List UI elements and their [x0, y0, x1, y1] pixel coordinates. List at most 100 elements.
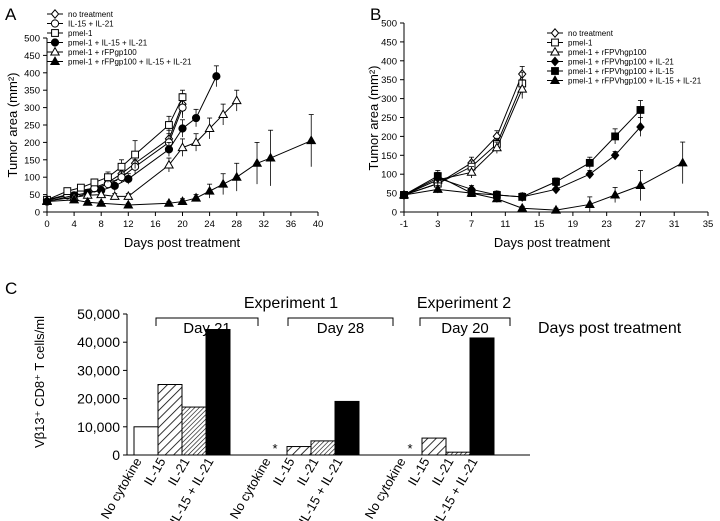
panel-a-data-point [76, 183, 85, 192]
panel-a-legend-marker [50, 38, 60, 47]
panel-a-y-tick-label: 100 [24, 173, 40, 184]
panel-a-data-point [164, 145, 174, 154]
panel-a-legend-marker [51, 29, 59, 37]
panel-b-data-point [517, 83, 528, 93]
panel-b-x-tick-label: 3 [435, 219, 440, 230]
panel-a-x-tick-label: 36 [286, 219, 297, 230]
panel-b-y-tick-label: 100 [381, 170, 397, 181]
panel-c-label: C [5, 279, 17, 298]
panel-a-legend-entry: pmel-1 + rFPgp100 + IL-15 + IL-21 [68, 58, 192, 67]
panel-b-data-point [584, 199, 595, 208]
panel-a-data-point [165, 121, 173, 129]
panel-a-data-point [306, 135, 317, 145]
panel-c-category-label: IL-15 [270, 455, 298, 488]
panel-c-category-label: No cytokine [362, 455, 409, 521]
panel-b-data-point [610, 189, 621, 199]
panel-b-data-point [585, 158, 594, 167]
panel-a-y-tick-label: 0 [35, 208, 40, 219]
panel-c-bar-marker: * [407, 441, 412, 456]
panel-a-data-point [90, 178, 99, 187]
panel-a-series-line [46, 76, 217, 203]
panel-c-bracket [419, 317, 511, 326]
panel-b-y-tick-label: 250 [381, 113, 397, 124]
panel-a-data-point [109, 190, 120, 200]
panel-a-data-point [163, 197, 175, 207]
panel-b-data-point [466, 166, 477, 176]
panel-b-data-point [491, 142, 502, 152]
panel-a-data-point [204, 185, 215, 195]
panel-c-bar [181, 406, 207, 456]
panel-c-bar [286, 446, 312, 456]
panel-a-data-point [123, 190, 134, 200]
panel-a-legend-entry: pmel-1 + rFPgp100 [68, 48, 137, 57]
panel-c-y-tick-label: 20,000 [77, 391, 120, 407]
panel-a-legend-entry: IL-15 + IL-21 [68, 20, 114, 29]
panel-b-y-tick-label: 0 [392, 208, 397, 219]
panel-b-x-tick-label: 35 [703, 219, 714, 230]
panel-a-data-point [177, 142, 188, 152]
panel-b-x-tick-label: 31 [669, 219, 680, 230]
panel-a-data-point [96, 189, 107, 199]
panel-a-y-tick-label: 450 [24, 51, 40, 62]
panel-b-x-axis-label: Days post treatment [494, 235, 611, 250]
panel-b-series-line [403, 83, 523, 196]
panel-a-data-point [123, 199, 134, 209]
panel-c-bar-marker: * [272, 441, 277, 456]
panel-b-data-point [585, 169, 595, 180]
panel-b-data-point [636, 121, 645, 132]
panel-a-x-axis-label: Days post treatment [124, 235, 241, 250]
panel-c-day-label: Day 21 [183, 320, 231, 337]
panel-a-x-tick-label: 16 [150, 219, 161, 230]
panel-a-data-point [218, 178, 229, 188]
panel-c-category-label: No cytokine [227, 455, 274, 521]
panel-a: A Tumor area (mm²) Days post treatment 0… [5, 5, 323, 250]
panel-a-legend-entry: pmel-1 [68, 29, 93, 38]
panel-b-y-tick-label: 400 [381, 56, 397, 67]
panel-c-y-tick-label: 0 [112, 447, 120, 463]
panel-c-bar [421, 437, 447, 456]
panel-b-data-point [551, 184, 561, 195]
panel-a-data-point [204, 123, 215, 132]
panel-b-y-tick-label: 300 [381, 94, 397, 105]
panel-a-legend-marker [50, 19, 60, 28]
panel-b-data-point [518, 192, 527, 201]
panel-b-legend-entry: pmel-1 + rFPVhgp100 + IL-15 + IL-21 [568, 77, 702, 86]
panel-a-data-point [265, 152, 276, 162]
panel-c-y-tick-label: 30,000 [77, 362, 120, 378]
panel-c-category-label: IL-15 [141, 455, 169, 488]
panel-b-legend-entry: pmel-1 + rFPVhgp100 + IL-15 [568, 67, 674, 76]
panel-b-legend-marker [549, 46, 561, 56]
panel-a-x-tick-label: 32 [259, 219, 270, 230]
panel-a-x-tick-label: 40 [313, 219, 324, 230]
panel-a-y-tick-label: 350 [24, 86, 40, 97]
panel-a-data-point [178, 124, 187, 133]
panel-c: C Vβ13⁺ CD8⁺ T cells/ml Days post treatm… [5, 279, 682, 521]
panel-b-x-tick-label: 19 [568, 219, 579, 230]
panel-b-marks [398, 66, 688, 214]
panel-c-bar [157, 384, 183, 456]
panel-b-data-point [466, 187, 477, 197]
panel-b-x-tick-label: 15 [534, 219, 545, 230]
panel-b-data-point [550, 204, 562, 214]
panel-b-x-tick-label: 7 [469, 219, 474, 230]
panel-b-y-tick-label: 50 [386, 189, 397, 200]
panel-b-x-tick-label: -1 [400, 219, 408, 230]
panel-c-bar [469, 337, 495, 456]
panel-a-y-axis-label: Tumor area (mm²) [5, 73, 20, 178]
panel-a-ticks: 0 4 8 12 16 20 24 28 32 36 40050100150200250300350… [24, 34, 323, 231]
panel-b-legend-entry: no treatment [568, 29, 614, 38]
panel-b-data-point [635, 180, 646, 190]
panel-c-bar [205, 329, 231, 456]
panel-a-marks [41, 65, 317, 209]
panel-a-x-tick-label: 28 [231, 219, 242, 230]
panel-c-bar [445, 451, 471, 456]
panel-b-data-point [517, 202, 528, 212]
panel-a-y-tick-label: 50 [29, 190, 40, 201]
panel-b-series-line [403, 88, 523, 196]
panel-a-data-point [131, 150, 139, 159]
panel-a-data-point [124, 174, 133, 184]
days-post-treatment-label: Days post treatment [538, 320, 682, 337]
panel-b-y-tick-label: 350 [381, 75, 397, 86]
